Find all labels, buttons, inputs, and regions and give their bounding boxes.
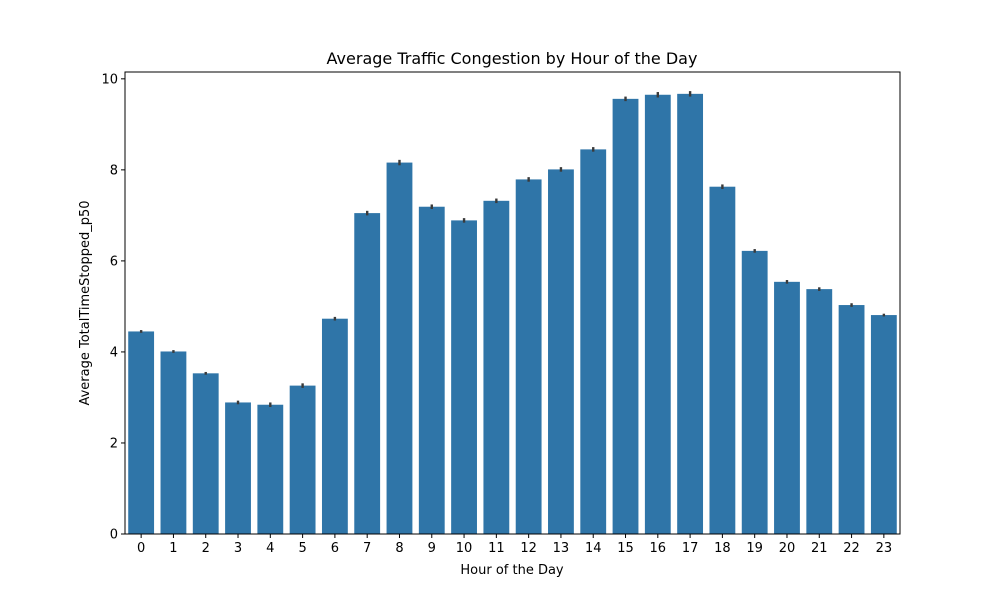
- y-tick-label: 2: [110, 436, 118, 451]
- bar-hour-21: [806, 289, 833, 534]
- bar-hour-22: [838, 305, 865, 534]
- bar-hour-5: [289, 385, 316, 534]
- x-tick-label: 18: [714, 541, 731, 556]
- bar-hour-1: [160, 351, 187, 534]
- error-bars-group: [139, 91, 886, 408]
- x-tick-label: 22: [843, 541, 860, 556]
- x-tick-label: 23: [876, 541, 893, 556]
- bar-hour-2: [192, 373, 219, 534]
- bar-hour-20: [774, 281, 800, 534]
- x-tick-label: 8: [395, 541, 403, 556]
- bar-hour-3: [225, 402, 251, 534]
- x-tick-label: 6: [331, 541, 339, 556]
- x-tick-label: 13: [553, 541, 570, 556]
- x-tick-label: 4: [266, 541, 274, 556]
- bar-hour-17: [677, 93, 704, 535]
- bar-hour-6: [321, 318, 348, 534]
- x-tick-label: 1: [169, 541, 177, 556]
- bars-group: [128, 93, 897, 535]
- y-tick-label: 10: [101, 72, 118, 87]
- x-tick-label: 10: [456, 541, 473, 556]
- bar-hour-10: [451, 220, 477, 534]
- x-axis-ticks: 0 1 2 3 4 5 6 7 8 9 10 11 12 13 14 15 16 17 18 19 20 21 22 23: [137, 534, 892, 556]
- bar-hour-15: [612, 98, 639, 535]
- x-tick-label: 15: [617, 541, 634, 556]
- bar-hour-13: [548, 169, 574, 534]
- bar-hour-18: [709, 186, 736, 535]
- x-tick-label: 19: [746, 541, 763, 556]
- x-axis-label: Hour of the Day: [460, 563, 564, 578]
- bar-hour-16: [644, 94, 671, 535]
- bar-hour-0: [128, 331, 155, 534]
- x-tick-label: 2: [202, 541, 210, 556]
- bar-hour-7: [354, 213, 381, 534]
- y-tick-label: 8: [110, 163, 118, 178]
- bar-hour-4: [257, 404, 284, 534]
- x-tick-label: 14: [585, 541, 602, 556]
- x-tick-label: 16: [650, 541, 667, 556]
- bar-hour-19: [741, 250, 768, 534]
- chart-title: Average Traffic Congestion by Hour of th…: [327, 49, 698, 68]
- bar-hour-8: [386, 162, 413, 534]
- x-tick-label: 9: [428, 541, 436, 556]
- x-tick-label: 21: [811, 541, 828, 556]
- bar-hour-12: [515, 179, 542, 534]
- bar-hour-11: [483, 200, 510, 535]
- y-tick-label: 6: [110, 254, 118, 269]
- plot-frame: [124, 71, 901, 535]
- bar-hour-23: [870, 315, 897, 534]
- bar-hour-9: [418, 206, 445, 535]
- y-tick-label: 4: [110, 345, 118, 360]
- y-axis-label: Average TotalTimeStopped_p50: [78, 200, 93, 405]
- x-tick-label: 20: [779, 541, 796, 556]
- x-tick-label: 7: [363, 541, 371, 556]
- x-tick-label: 5: [298, 541, 306, 556]
- bar-hour-14: [580, 149, 607, 534]
- x-tick-label: 12: [520, 541, 537, 556]
- y-axis-ticks: 0 2 4 6 8 10: [101, 72, 125, 543]
- x-tick-label: 0: [137, 541, 145, 556]
- x-tick-label: 17: [682, 541, 699, 556]
- x-tick-label: 11: [488, 541, 505, 556]
- y-tick-label: 0: [110, 528, 118, 543]
- x-tick-label: 3: [234, 541, 242, 556]
